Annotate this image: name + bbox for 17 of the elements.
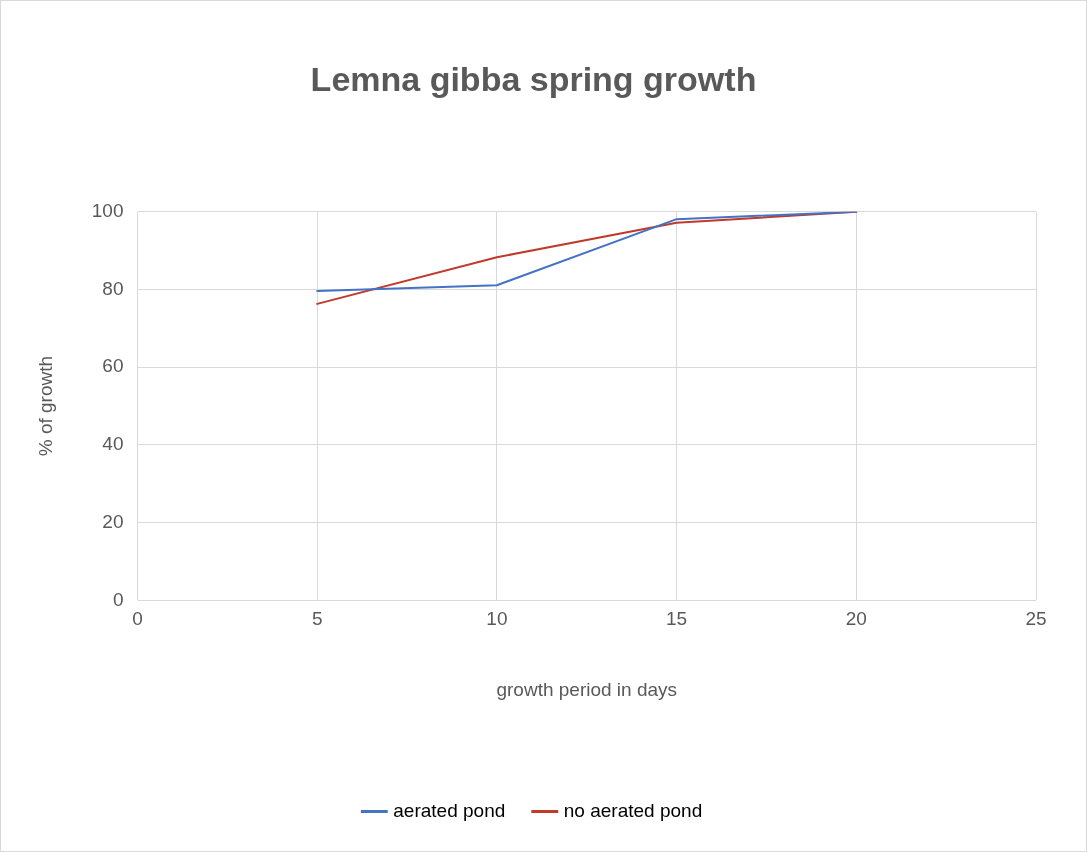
y-tick-label: 80 (102, 277, 124, 299)
y-tick-label: 40 (102, 433, 124, 455)
y-tick-label: 20 (102, 510, 124, 532)
x-tick-label: 5 (311, 608, 323, 630)
x-tick-label: 10 (486, 608, 508, 630)
y-axis-title: % of growth (34, 355, 56, 457)
x-tick-label: 20 (845, 608, 867, 630)
x-tick-label: 15 (666, 608, 688, 630)
y-tick-label: 0 (112, 588, 124, 610)
y-tick-label: 100 (91, 200, 124, 222)
x-tick-label: 25 (1025, 608, 1047, 630)
x-tick-label: 0 (132, 608, 143, 630)
legend-label: no aerated pond (563, 799, 703, 821)
chart-title: Lemna gibba spring growth (310, 59, 757, 98)
legend-label: aerated pond (393, 799, 506, 821)
y-tick-label: 60 (102, 355, 124, 377)
x-axis-title: growth period in days (496, 678, 678, 700)
